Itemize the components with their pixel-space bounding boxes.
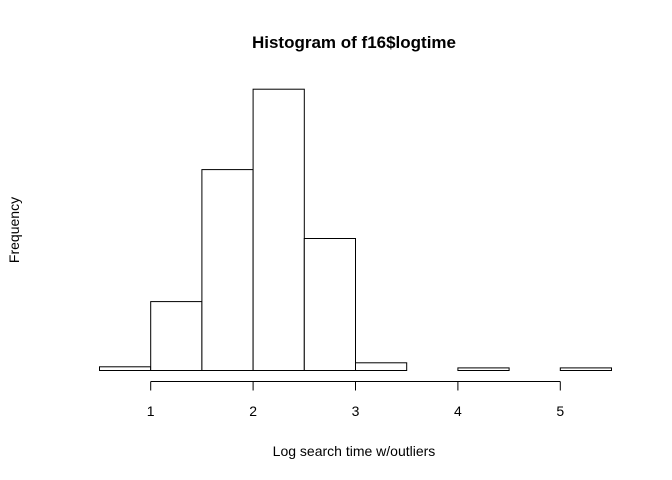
chart-title: Histogram of f16$logtime bbox=[252, 33, 456, 52]
x-axis-label: Log search time w/outliers bbox=[273, 443, 436, 459]
x-axis: 1 2 3 4 5 bbox=[147, 381, 564, 419]
histogram-bar bbox=[303, 238, 356, 371]
x-tick-label: 4 bbox=[454, 403, 462, 419]
histogram-bar bbox=[252, 88, 305, 371]
x-tick-label: 5 bbox=[556, 403, 564, 419]
histogram-bar bbox=[150, 301, 203, 372]
histogram-bars bbox=[99, 88, 612, 372]
histogram-bar bbox=[457, 367, 510, 371]
histogram-bar bbox=[201, 169, 254, 371]
histogram-bar bbox=[355, 362, 408, 371]
x-tick-label: 2 bbox=[249, 403, 257, 419]
x-tick-label: 1 bbox=[147, 403, 155, 419]
histogram-bar bbox=[559, 367, 612, 371]
y-axis-label: Frequency bbox=[6, 197, 22, 263]
histogram-bar bbox=[99, 366, 152, 371]
x-tick-label: 3 bbox=[352, 403, 360, 419]
